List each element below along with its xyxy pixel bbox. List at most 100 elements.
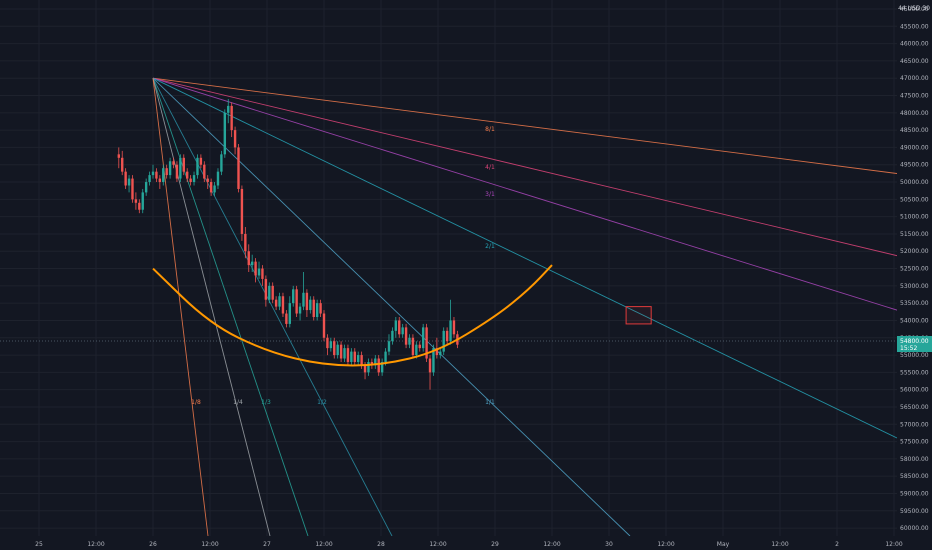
time-tick-label: 2: [835, 541, 839, 548]
candle-body: [250, 261, 254, 266]
candle-body: [404, 327, 408, 345]
highlight-box: [625, 306, 652, 325]
price-tick-label: 52500.00: [900, 266, 929, 273]
price-tick-label: 55500.00: [900, 369, 929, 376]
fan-line-2-1: [152, 77, 898, 439]
price-tick-label: 56500.00: [900, 404, 929, 411]
fan-line-1-8: [152, 78, 209, 537]
candle-body: [216, 171, 220, 186]
candle-body: [442, 330, 445, 352]
candle-body: [247, 251, 250, 266]
candle-body: [127, 178, 131, 186]
candle-body: [278, 296, 281, 307]
candle-body: [151, 171, 155, 176]
candle-body: [209, 182, 213, 193]
price-tick-label: 46500.00: [900, 58, 929, 65]
time-tick-label: 12:00: [543, 541, 560, 548]
time-tick-label: 27: [263, 541, 271, 548]
candle-body: [322, 313, 326, 338]
candle-body: [418, 344, 421, 349]
candle-body: [138, 202, 141, 210]
candle-body: [254, 261, 257, 276]
candle-body: [319, 303, 322, 314]
price-tick-label: 46000.00: [900, 41, 929, 48]
candle-body: [168, 161, 172, 176]
candle-body: [425, 327, 428, 359]
fan-label-1-8: 1/8: [191, 399, 201, 406]
price-tick-label: 56000.00: [900, 387, 929, 394]
candle-body: [432, 348, 435, 373]
time-tick-label: 12:00: [201, 541, 218, 548]
price-tick-label: 51000.00: [900, 214, 929, 221]
fan-line-1-4: [152, 78, 271, 537]
time-axis[interactable]: [0, 536, 932, 550]
price-tick-label: 52000.00: [900, 248, 929, 255]
candle-body: [377, 358, 380, 373]
candle-body: [326, 337, 329, 349]
time-tick-label: 12:00: [429, 541, 446, 548]
candle-body: [401, 327, 404, 335]
candle-body: [162, 168, 165, 183]
candle-body: [196, 157, 199, 176]
price-tick-label: 50000.00: [900, 179, 929, 186]
price-tick-label: 54000.00: [900, 317, 929, 324]
time-tick-label: May: [717, 541, 730, 548]
currency-label: 44 USD 30: [898, 5, 930, 12]
candle-body: [227, 105, 230, 113]
candle-body: [339, 344, 343, 359]
candle-body: [439, 351, 442, 356]
candle-body: [165, 168, 168, 176]
price-axis[interactable]: [897, 0, 932, 550]
candle-body: [175, 164, 179, 179]
fan-label-2-1: 2/1: [485, 243, 495, 250]
candle-body: [264, 278, 268, 300]
candle-body: [192, 175, 196, 183]
price-tick-label: 49500.00: [900, 162, 929, 169]
time-tick-label: 29: [491, 541, 499, 548]
candle-body: [233, 130, 237, 148]
candle-body: [428, 358, 432, 373]
candle-body: [329, 341, 333, 349]
candle-body: [134, 199, 138, 203]
candle-body: [257, 268, 261, 276]
candle-body: [449, 320, 452, 342]
fan-line-1-1: [152, 77, 631, 537]
time-tick-label: 12:00: [885, 541, 902, 548]
fan-line-1-2: [152, 78, 393, 537]
candle-body: [182, 157, 185, 172]
fan-line-4-1: [152, 77, 932, 265]
candle-body: [213, 185, 216, 193]
candle-body: [144, 182, 148, 193]
candle-body: [237, 147, 240, 189]
candle-body: [408, 337, 411, 345]
price-tick-label: 47500.00: [900, 93, 929, 100]
candle-body: [240, 188, 244, 234]
price-tick-label: 51500.00: [900, 231, 929, 238]
candle-body: [445, 330, 449, 342]
price-tick-label: 59500.00: [900, 508, 929, 515]
candle-body: [360, 355, 363, 366]
time-tick-label: 12:00: [87, 541, 104, 548]
candle-body: [435, 348, 439, 356]
fan-label-1-2: 1/2: [317, 399, 327, 406]
candle-body: [346, 348, 350, 362]
candle-body: [333, 341, 336, 356]
candle-body: [350, 351, 353, 362]
candle-body: [452, 320, 456, 335]
candle-body: [387, 341, 391, 352]
candle-body: [206, 178, 209, 183]
candle-body: [179, 157, 182, 179]
candle-body: [295, 289, 298, 314]
candle-body: [398, 320, 401, 335]
candle-body: [203, 164, 206, 179]
candle-body: [421, 327, 425, 349]
price-tick-label: 58000.00: [900, 456, 929, 463]
candle-body: [302, 292, 305, 307]
price-tick-label: 60000.00: [900, 525, 929, 532]
candle-body: [158, 178, 162, 183]
candle-body: [285, 313, 288, 324]
candle-body: [271, 285, 274, 300]
price-tick-label: 48500.00: [900, 127, 929, 134]
